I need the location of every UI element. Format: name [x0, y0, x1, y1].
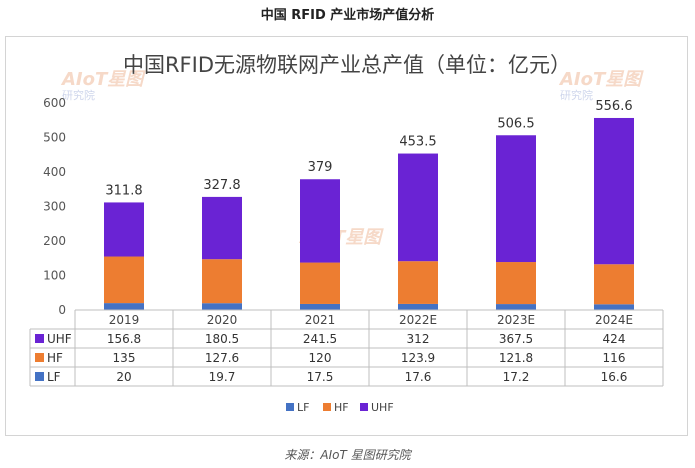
y-tick-label: 0: [58, 303, 66, 317]
table-cell: 312: [407, 332, 430, 346]
legend-swatch-uhf: [360, 403, 368, 411]
table-cell: 17.2: [503, 370, 530, 384]
bar-hf-2020: [202, 259, 242, 304]
bar-hf-2024e: [594, 264, 634, 305]
y-tick-label: 200: [43, 234, 66, 248]
bar-total-label: 379: [308, 160, 333, 175]
legend-label-lf: LF: [297, 401, 309, 414]
bar-uhf-2021: [300, 179, 340, 263]
x-category-label: 2024E: [595, 313, 633, 327]
bar-uhf-2024e: [594, 117, 634, 265]
bar-hf-2023e: [496, 262, 536, 305]
bar-lf-2021: [300, 303, 340, 310]
table-cell: 20: [116, 370, 131, 384]
legend-label-uhf: UHF: [371, 401, 394, 414]
table-row-label: LF: [47, 370, 61, 384]
table-cell: 17.6: [405, 370, 432, 384]
table-cell: 17.5: [307, 370, 334, 384]
y-tick-label: 400: [43, 165, 66, 179]
bar-total-label: 556.6: [595, 99, 632, 114]
source-note: 来源：AIoT 星图研究院: [284, 448, 411, 462]
x-category-label: 2023E: [497, 313, 535, 327]
table-cell: 120: [309, 351, 332, 365]
table-cell: 135: [113, 351, 136, 365]
table-row-swatch-uhf: [35, 334, 44, 343]
table-cell: 123.9: [401, 351, 435, 365]
y-tick-label: 500: [43, 131, 66, 145]
bar-uhf-2023e: [496, 135, 536, 263]
legend-swatch-hf: [323, 403, 331, 411]
x-category-label: 2022E: [399, 313, 437, 327]
bar-total-label: 506.5: [497, 116, 534, 131]
table-cell: 180.5: [205, 332, 239, 346]
table-cell: 424: [603, 332, 626, 346]
bar-lf-2019: [104, 303, 144, 310]
table-cell: 241.5: [303, 332, 337, 346]
bar-total-label: 311.8: [105, 183, 142, 198]
bar-lf-2024e: [594, 304, 634, 310]
bar-lf-2023e: [496, 304, 536, 310]
table-cell: 367.5: [499, 332, 533, 346]
y-tick-label: 300: [43, 200, 66, 214]
bar-hf-2019: [104, 256, 144, 304]
bar-uhf-2020: [202, 196, 242, 260]
table-cell: 16.6: [601, 370, 628, 384]
bar-total-label: 327.8: [203, 178, 240, 193]
legend-swatch-lf: [286, 403, 294, 411]
table-cell: 127.6: [205, 351, 239, 365]
table-row-swatch-lf: [35, 372, 44, 381]
bar-uhf-2022e: [398, 153, 438, 262]
bar-uhf-2019: [104, 202, 144, 257]
legend-label-hf: HF: [334, 401, 349, 414]
table-row-swatch-hf: [35, 353, 44, 362]
table-cell: 19.7: [209, 370, 236, 384]
bar-hf-2021: [300, 262, 340, 304]
bar-hf-2022e: [398, 261, 438, 304]
table-cell: 156.8: [107, 332, 141, 346]
bar-lf-2022e: [398, 303, 438, 310]
bar-lf-2020: [202, 303, 242, 310]
table-cell: 121.8: [499, 351, 533, 365]
table-cell: 116: [603, 351, 626, 365]
bar-total-label: 453.5: [399, 135, 436, 150]
table-row-label: UHF: [47, 332, 72, 346]
y-tick-label: 600: [43, 96, 66, 110]
x-category-label: 2020: [207, 313, 238, 327]
y-tick-label: 100: [43, 269, 66, 283]
table-row-label: HF: [47, 351, 63, 365]
chart-title: 中国RFID无源物联网产业总产值（单位：亿元）: [123, 53, 571, 77]
x-category-label: 2021: [305, 313, 336, 327]
page-title: 中国 RFID 产业市场产值分析: [260, 8, 435, 23]
x-category-label: 2019: [109, 313, 140, 327]
